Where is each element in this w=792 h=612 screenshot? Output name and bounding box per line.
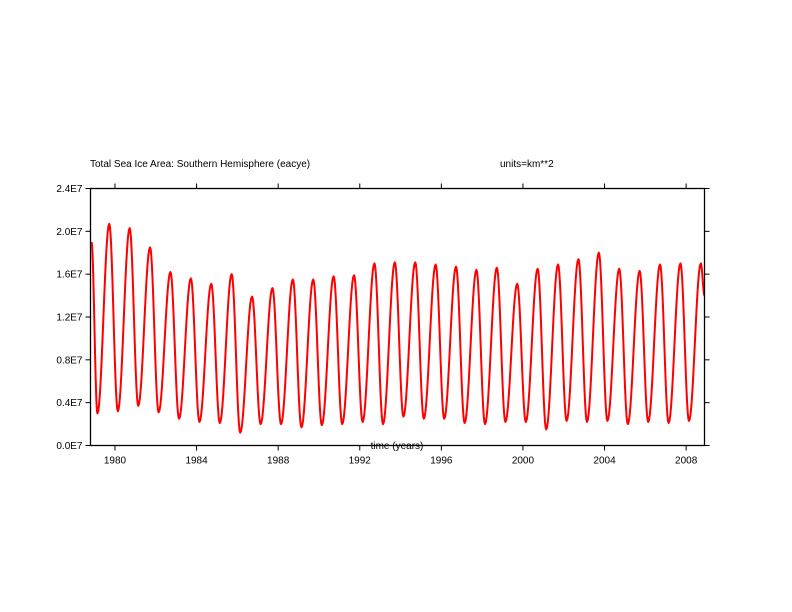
series-layer [90, 222, 705, 434]
x-tick-label: 2000 [512, 456, 535, 467]
y-tick-label: 0.4E7 [56, 398, 83, 409]
chart-title: Total Sea Ice Area: Southern Hemisphere … [90, 159, 310, 170]
x-tick-label: 2004 [593, 456, 616, 467]
series-line [90, 222, 705, 434]
y-tick-label: 1.2E7 [56, 313, 83, 324]
y-tick-label: 2.0E7 [56, 227, 83, 238]
x-tick-label: 1996 [430, 456, 453, 467]
x-tick-label: 1992 [349, 456, 372, 467]
x-tick-label: 1980 [104, 456, 127, 467]
plot-frame [89, 187, 706, 447]
x-axis-label: time (years) [371, 441, 424, 452]
units-label: units=km**2 [500, 159, 554, 170]
x-tick-label: 2008 [675, 456, 698, 467]
x-tick-label: 1984 [185, 456, 208, 467]
y-tick-label: 0.0E7 [56, 441, 83, 452]
y-tick-label: 0.8E7 [56, 355, 83, 366]
x-tick-label: 1988 [267, 456, 290, 467]
y-tick-label: 2.4E7 [56, 184, 83, 195]
y-tick-label: 1.6E7 [56, 270, 83, 281]
axis-ticks: 1980 1984 1988 1992 1996 2000 2004 2008 0.0E7 0.4… [56, 183, 710, 467]
